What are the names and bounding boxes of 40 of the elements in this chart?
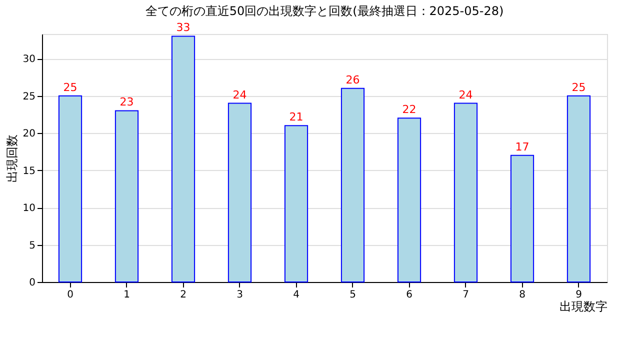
x-axis-title: 出現数字 <box>560 300 608 314</box>
bar <box>58 95 82 282</box>
bar <box>566 95 591 282</box>
data-label: 17 <box>515 140 530 154</box>
data-label: 33 <box>176 21 190 34</box>
data-label: 21 <box>289 110 304 124</box>
x-tick-label: 3 <box>236 290 243 300</box>
chart-title: 全ての桁の直近50回の出現数字と回数(最終抽選日：2025-05-28) <box>145 4 504 18</box>
y-tick-label: 10 <box>22 203 36 214</box>
bar <box>114 110 139 282</box>
bar <box>454 102 478 282</box>
y-tick-label: 30 <box>22 54 36 66</box>
bar <box>228 102 252 282</box>
y-tick-label: 5 <box>29 240 36 252</box>
bar <box>171 36 196 282</box>
x-tick-label: 2 <box>180 290 186 300</box>
data-label: 23 <box>120 96 134 109</box>
bar <box>397 118 422 282</box>
data-label: 26 <box>346 73 360 86</box>
data-label: 22 <box>402 103 416 116</box>
bar <box>510 154 534 282</box>
bar <box>284 125 308 282</box>
x-tick-label: 5 <box>350 290 356 300</box>
y-tick-label: 25 <box>22 91 36 102</box>
y-tick-label: 0 <box>29 278 36 288</box>
x-tick-label: 6 <box>406 290 412 300</box>
data-label: 24 <box>458 88 473 102</box>
x-tick-label: 0 <box>67 290 74 300</box>
x-tick-label: 4 <box>293 290 300 300</box>
y-tick-label: 20 <box>22 128 36 140</box>
y-tick-label: 15 <box>22 166 36 177</box>
y-axis-title: 出現回数 <box>4 134 19 182</box>
data-label: 25 <box>63 80 78 94</box>
x-tick-label: 8 <box>519 290 526 300</box>
bar <box>340 88 365 282</box>
x-tick-label: 1 <box>124 290 130 300</box>
x-tick-label: 7 <box>462 290 469 300</box>
x-tick-label: 9 <box>576 290 582 300</box>
data-label: 25 <box>572 80 586 94</box>
data-label: 24 <box>232 88 247 102</box>
